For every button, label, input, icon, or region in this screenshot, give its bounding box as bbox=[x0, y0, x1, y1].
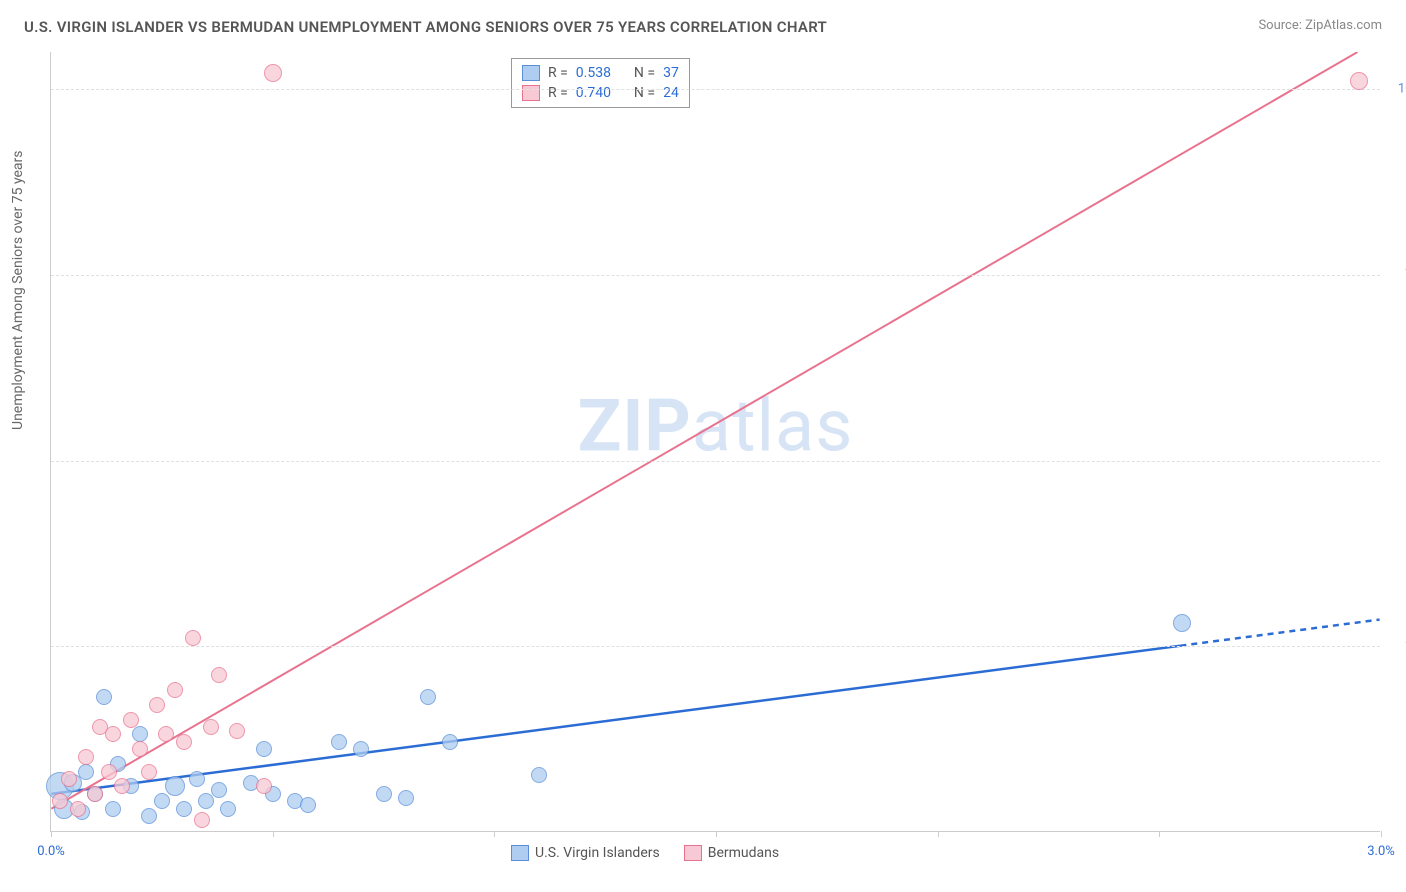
data-point bbox=[189, 771, 205, 787]
data-point bbox=[211, 667, 227, 683]
gridline bbox=[51, 646, 1380, 647]
data-point bbox=[229, 723, 245, 739]
data-point bbox=[185, 630, 201, 646]
data-point bbox=[256, 778, 272, 794]
chart-plot-area: ZIPatlas R = 0.538 N = 37R = 0.740 N = 2… bbox=[50, 52, 1380, 832]
data-point bbox=[87, 786, 103, 802]
data-point bbox=[167, 682, 183, 698]
data-point bbox=[61, 771, 77, 787]
data-point bbox=[52, 793, 68, 809]
data-point bbox=[203, 719, 219, 735]
data-point bbox=[149, 697, 165, 713]
x-tick bbox=[494, 831, 495, 837]
stats-legend: R = 0.538 N = 37R = 0.740 N = 24 bbox=[511, 58, 690, 108]
data-point bbox=[141, 764, 157, 780]
data-point bbox=[194, 812, 210, 828]
gridline bbox=[51, 461, 1380, 462]
data-point bbox=[220, 801, 236, 817]
chart-title: U.S. VIRGIN ISLANDER VS BERMUDAN UNEMPLO… bbox=[24, 18, 827, 36]
stats-legend-row: R = 0.740 N = 24 bbox=[522, 83, 679, 103]
x-tick-minor bbox=[716, 831, 717, 837]
legend-swatch bbox=[684, 845, 702, 861]
data-point bbox=[165, 776, 185, 796]
x-tick-label: 0.0% bbox=[37, 844, 65, 859]
legend-item: Bermudans bbox=[684, 845, 779, 861]
x-tick-minor bbox=[273, 831, 274, 837]
data-point bbox=[176, 734, 192, 750]
data-point bbox=[141, 808, 157, 824]
data-point bbox=[300, 797, 316, 813]
data-point bbox=[176, 801, 192, 817]
data-point bbox=[158, 726, 174, 742]
data-point bbox=[376, 786, 392, 802]
legend-item: U.S. Virgin Islanders bbox=[511, 845, 660, 861]
legend-swatch bbox=[522, 85, 540, 101]
watermark: ZIPatlas bbox=[578, 383, 854, 468]
trendline bbox=[51, 52, 1357, 809]
legend-label: Bermudans bbox=[708, 845, 779, 861]
data-point bbox=[132, 741, 148, 757]
x-tick-label: 3.0% bbox=[1367, 844, 1395, 859]
data-point bbox=[398, 790, 414, 806]
data-point bbox=[256, 741, 272, 757]
data-point bbox=[101, 764, 117, 780]
trendlines-layer bbox=[51, 52, 1380, 831]
data-point bbox=[331, 734, 347, 750]
gridline bbox=[51, 275, 1380, 276]
x-tick bbox=[938, 831, 939, 837]
legend-swatch bbox=[522, 65, 540, 81]
data-point bbox=[78, 764, 94, 780]
y-axis-label: Unemployment Among Seniors over 75 years bbox=[10, 151, 26, 431]
data-point bbox=[96, 689, 112, 705]
legend-swatch bbox=[511, 845, 529, 861]
y-tick-label: 100.0% bbox=[1398, 82, 1406, 97]
data-point bbox=[114, 778, 130, 794]
x-tick-minor bbox=[1159, 831, 1160, 837]
data-point bbox=[264, 64, 282, 82]
data-point bbox=[420, 689, 436, 705]
x-tick bbox=[1381, 831, 1382, 837]
data-point bbox=[70, 801, 86, 817]
data-point bbox=[105, 801, 121, 817]
source-attribution: Source: ZipAtlas.com bbox=[1258, 18, 1382, 33]
data-point bbox=[531, 767, 547, 783]
data-point bbox=[442, 734, 458, 750]
data-point bbox=[123, 712, 139, 728]
legend-label: U.S. Virgin Islanders bbox=[535, 845, 660, 861]
data-point bbox=[1350, 72, 1368, 90]
data-point bbox=[132, 726, 148, 742]
data-point bbox=[105, 726, 121, 742]
data-point bbox=[211, 782, 227, 798]
data-point bbox=[78, 749, 94, 765]
data-point bbox=[1173, 614, 1191, 632]
data-point bbox=[353, 741, 369, 757]
trendline-dashed bbox=[1180, 620, 1379, 646]
gridline bbox=[51, 89, 1380, 90]
stats-legend-row: R = 0.538 N = 37 bbox=[522, 63, 679, 83]
series-legend: U.S. Virgin Islanders Bermudans bbox=[511, 845, 779, 861]
data-point bbox=[198, 793, 214, 809]
x-tick bbox=[51, 831, 52, 837]
data-point bbox=[154, 793, 170, 809]
